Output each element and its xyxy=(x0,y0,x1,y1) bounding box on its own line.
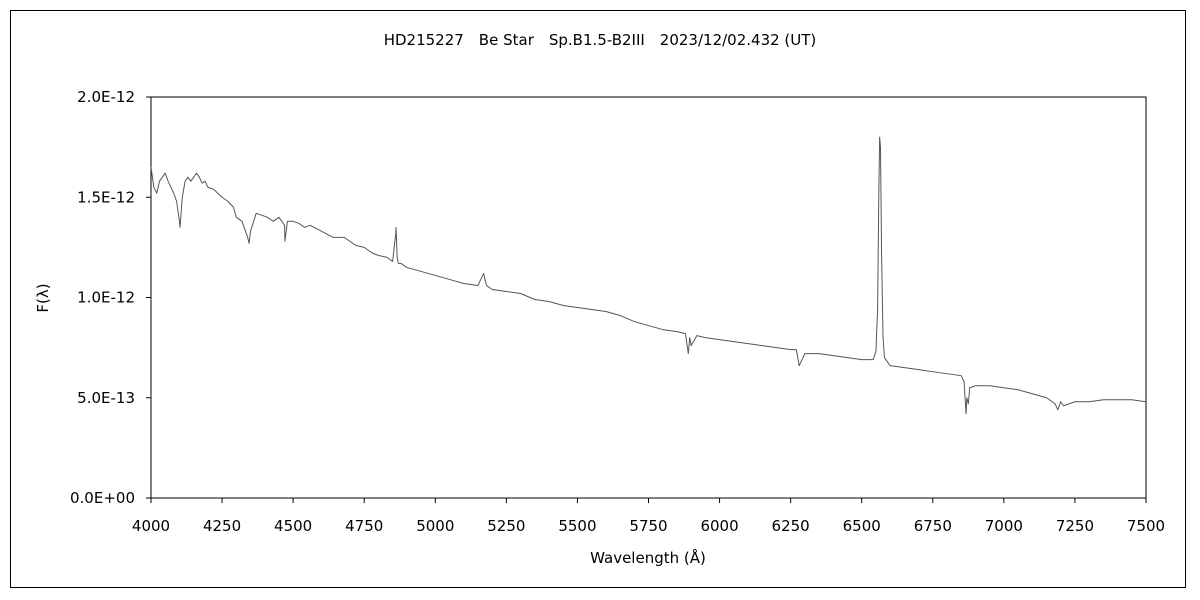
x-tick-label: 5750 xyxy=(629,517,667,535)
x-tick-label: 4500 xyxy=(274,517,312,535)
x-tick-label: 4750 xyxy=(345,517,383,535)
x-axis-label: Wavelength (Å) xyxy=(590,548,706,567)
x-tick-label: 7500 xyxy=(1127,517,1165,535)
plot-area xyxy=(150,96,1147,499)
y-axis-label: F(λ) xyxy=(34,283,52,312)
x-tick-label: 5000 xyxy=(416,517,454,535)
chart-title: HD215227 Be Star Sp.B1.5-B2III 2023/12/0… xyxy=(384,31,817,49)
x-tick-label: 6250 xyxy=(772,517,810,535)
x-tick-label: 5500 xyxy=(558,517,596,535)
y-axis: 0.0E+00 5.0E-13 1.0E-12 1.5E-12 2.0E-12 xyxy=(70,88,151,507)
x-tick-label: 6000 xyxy=(700,517,738,535)
x-tick-label: 4250 xyxy=(203,517,241,535)
chart-frame xyxy=(10,10,1186,588)
x-tick-label: 4000 xyxy=(132,517,170,535)
spectrum-series-line xyxy=(150,136,1147,415)
x-tick-label: 5250 xyxy=(487,517,525,535)
x-tick-label: 6750 xyxy=(914,517,952,535)
x-tick-label: 7250 xyxy=(1056,517,1094,535)
y-tick-label: 5.0E-13 xyxy=(77,389,135,407)
y-tick-label: 0.0E+00 xyxy=(70,489,135,507)
y-tick-label: 1.5E-12 xyxy=(77,188,135,206)
y-tick-label: 2.0E-12 xyxy=(77,88,135,106)
x-tick-label: 7000 xyxy=(985,517,1023,535)
series-layer xyxy=(150,136,1147,415)
x-tick-label: 6500 xyxy=(843,517,881,535)
x-axis: 4000 4250 4500 4750 5000 5250 5500 5750 6000 6250… xyxy=(132,498,1165,535)
y-tick-label: 1.0E-12 xyxy=(77,289,135,307)
